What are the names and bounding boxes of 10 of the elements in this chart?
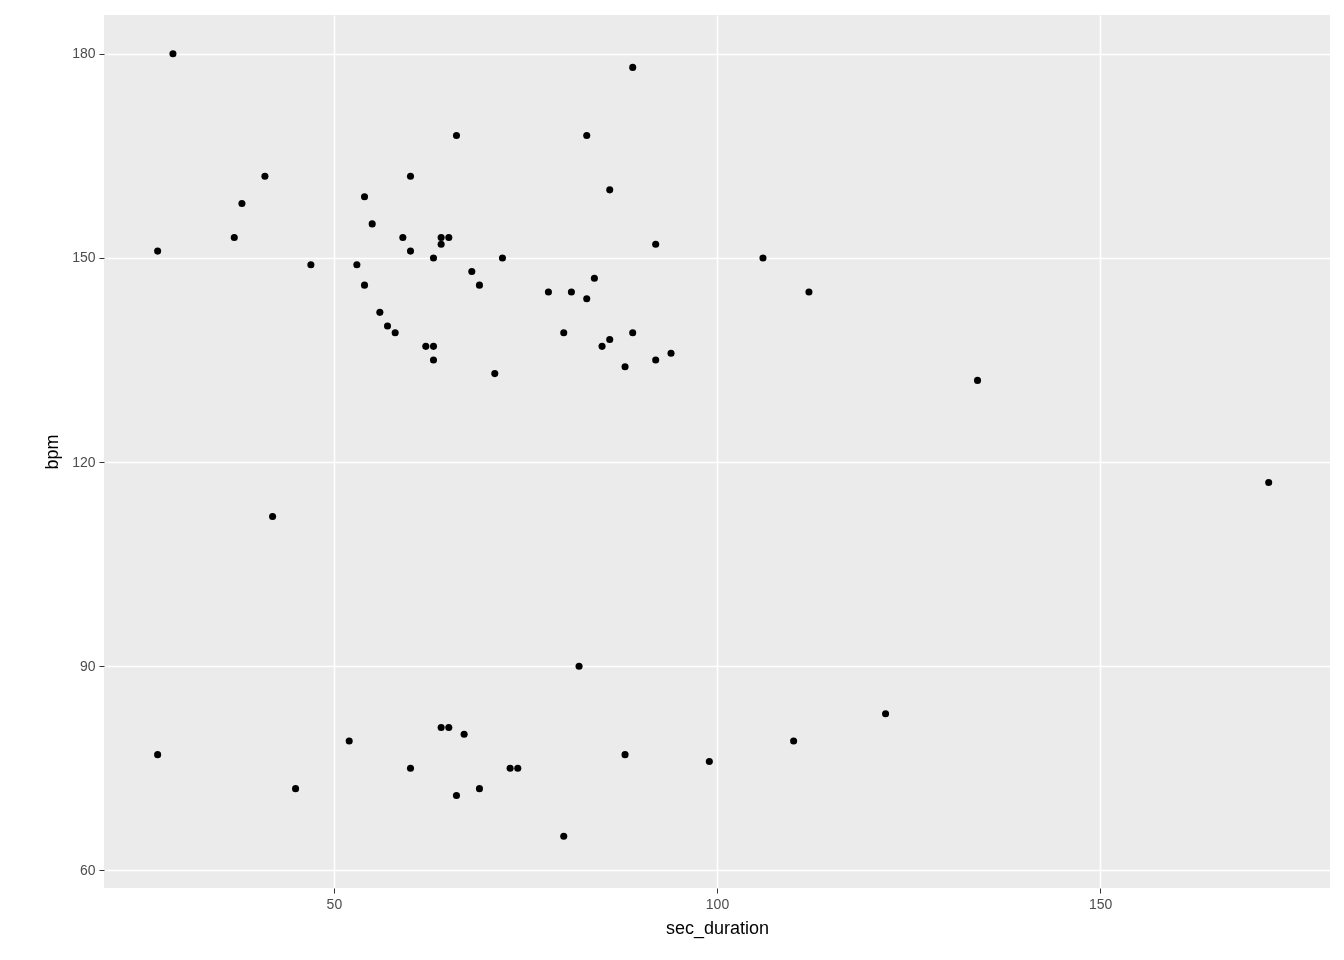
y-tick-label: 180 bbox=[72, 45, 96, 62]
x-tick-label: 100 bbox=[705, 895, 730, 912]
y-tick-label: 120 bbox=[72, 453, 96, 470]
x-axis-title: sec_duration bbox=[665, 917, 770, 939]
x-tick-label: 150 bbox=[1088, 895, 1113, 912]
y-tick-label: 150 bbox=[72, 249, 96, 266]
y-tick-label: 90 bbox=[79, 657, 96, 674]
y-axis-title: bpm bbox=[42, 434, 63, 470]
y-tick-label: 60 bbox=[79, 861, 96, 878]
x-tick-label: 50 bbox=[326, 895, 343, 912]
